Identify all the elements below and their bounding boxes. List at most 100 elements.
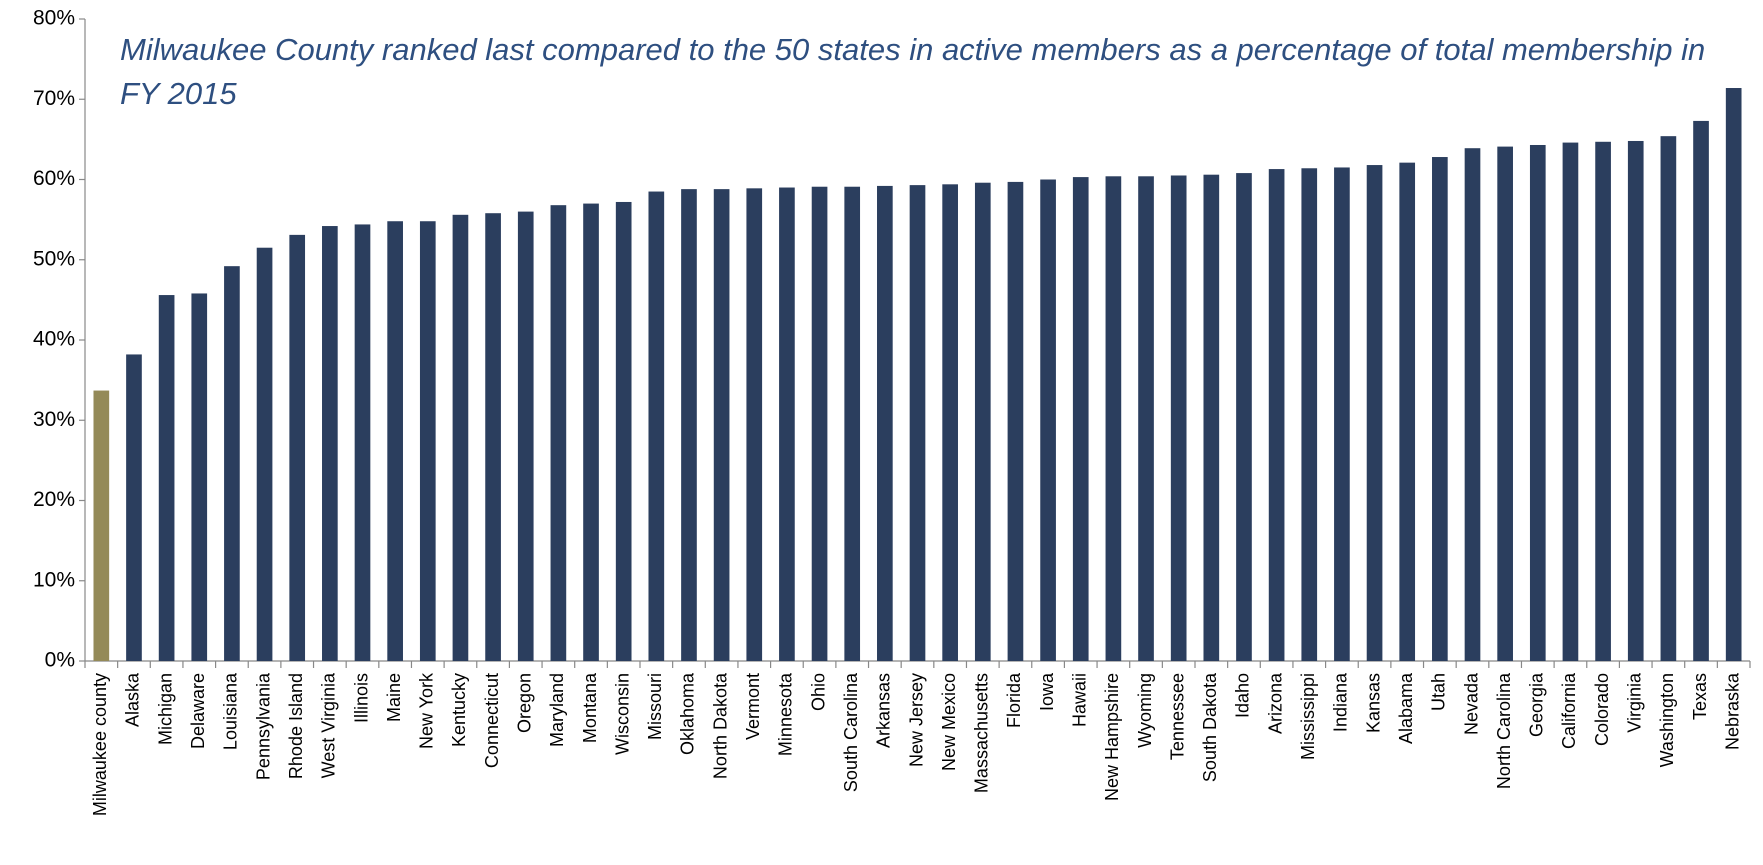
x-tick-label: Delaware [188, 673, 208, 749]
x-tick-label: Alabama [1396, 672, 1416, 744]
bar [191, 293, 208, 661]
y-tick-label: 40% [33, 328, 75, 351]
bar [1170, 175, 1187, 662]
bar [877, 185, 893, 662]
bar [517, 211, 534, 661]
x-tick-label: Wisconsin [612, 673, 632, 755]
x-tick-label: Utah [1429, 673, 1449, 711]
bar [681, 189, 697, 661]
bar [1562, 142, 1579, 661]
bar [1432, 157, 1448, 661]
x-tick-label: New Jersey [906, 673, 926, 767]
bar [1138, 176, 1154, 662]
bar [1464, 148, 1481, 661]
x-tick-label: Hawaii [1069, 673, 1089, 727]
x-tick-label: Missouri [645, 673, 665, 740]
x-tick-label: Minnesota [776, 672, 796, 756]
x-tick-label: Wyoming [1135, 673, 1155, 748]
x-tick-label: Virginia [1624, 672, 1644, 733]
chart-title: Milwaukee County ranked last compared to… [120, 32, 1706, 111]
x-tick-label: Oregon [514, 673, 534, 733]
x-tick-label: Maine [384, 673, 404, 722]
x-tick-label: Kentucky [449, 673, 469, 747]
x-tick-label: California [1559, 672, 1579, 749]
x-tick-label: South Dakota [1200, 672, 1220, 782]
x-tick-label: New Mexico [939, 673, 959, 771]
bar [1529, 144, 1546, 661]
x-tick-label: Georgia [1527, 672, 1547, 737]
x-tick-label: Illinois [351, 673, 371, 723]
bar [1497, 146, 1513, 661]
y-tick-label: 70% [33, 87, 75, 110]
x-tick-label: Washington [1657, 673, 1677, 767]
bar [1236, 173, 1252, 661]
x-tick-label: Milwaukee county [90, 673, 110, 816]
y-tick-label: 20% [33, 488, 75, 511]
bar [1399, 162, 1416, 661]
bar [1301, 168, 1318, 661]
bar [354, 224, 371, 661]
x-tick-label: Arkansas [874, 673, 894, 748]
y-tick-label: 30% [33, 408, 75, 431]
bar [909, 185, 926, 661]
bar [322, 226, 338, 662]
bar [648, 191, 665, 661]
x-tick-label: Connecticut [482, 673, 502, 768]
bar [713, 189, 730, 661]
y-tick-label: 60% [33, 167, 75, 190]
bar [1595, 141, 1611, 662]
bar [158, 295, 175, 661]
x-tick-label: New Hampshire [1102, 673, 1122, 801]
bar [811, 186, 828, 661]
y-tick-label: 80% [33, 7, 75, 30]
bar [615, 201, 632, 661]
x-tick-label: Idaho [1233, 673, 1253, 718]
bar [1627, 140, 1644, 662]
bar [1007, 181, 1024, 661]
x-tick-label: West Virginia [319, 672, 339, 778]
bar [1725, 88, 1742, 661]
bar [419, 221, 436, 662]
bar [289, 234, 306, 661]
x-tick-label: Mississippi [1298, 673, 1318, 760]
x-tick-label: Vermont [743, 673, 763, 740]
bar [93, 390, 110, 661]
x-tick-label: Ohio [808, 673, 828, 711]
x-tick-label: Florida [1004, 672, 1024, 728]
x-tick-label: Indiana [1331, 672, 1351, 732]
bar [1334, 167, 1350, 661]
x-tick-label: Pennsylvania [253, 672, 273, 780]
bar [1105, 176, 1122, 662]
bar [1268, 169, 1285, 661]
x-tick-label: Texas [1690, 673, 1710, 720]
x-tick-label: Montana [580, 672, 600, 743]
y-tick-label: 10% [33, 568, 75, 591]
bar [583, 203, 599, 661]
x-tick-label: Colorado [1592, 673, 1612, 746]
x-tick-label: Oklahoma [678, 672, 698, 755]
bar [1203, 174, 1220, 661]
y-tick-label: 0% [45, 649, 75, 672]
x-tick-label: Nebraska [1722, 672, 1742, 750]
x-tick-label: Iowa [1037, 672, 1057, 711]
bar [452, 214, 469, 661]
x-tick-label: Nevada [1461, 672, 1481, 735]
x-tick-label: Alaska [123, 672, 143, 727]
x-tick-label: Michigan [155, 673, 175, 745]
x-tick-label: New York [417, 672, 437, 749]
x-tick-label: Rhode Island [286, 673, 306, 779]
x-tick-label: North Dakota [710, 672, 730, 779]
y-tick-label: 50% [33, 247, 75, 270]
bar [1366, 165, 1383, 661]
bar [746, 188, 763, 661]
x-tick-label: Maryland [547, 673, 567, 747]
x-tick-label: Massachusetts [972, 673, 992, 793]
x-tick-label: Tennessee [1167, 673, 1187, 760]
bar [974, 182, 991, 661]
x-tick-label: Kansas [1363, 673, 1383, 733]
x-tick-label: North Carolina [1494, 672, 1514, 789]
bar [550, 205, 567, 661]
bar [1040, 179, 1056, 661]
bar [1072, 177, 1089, 661]
